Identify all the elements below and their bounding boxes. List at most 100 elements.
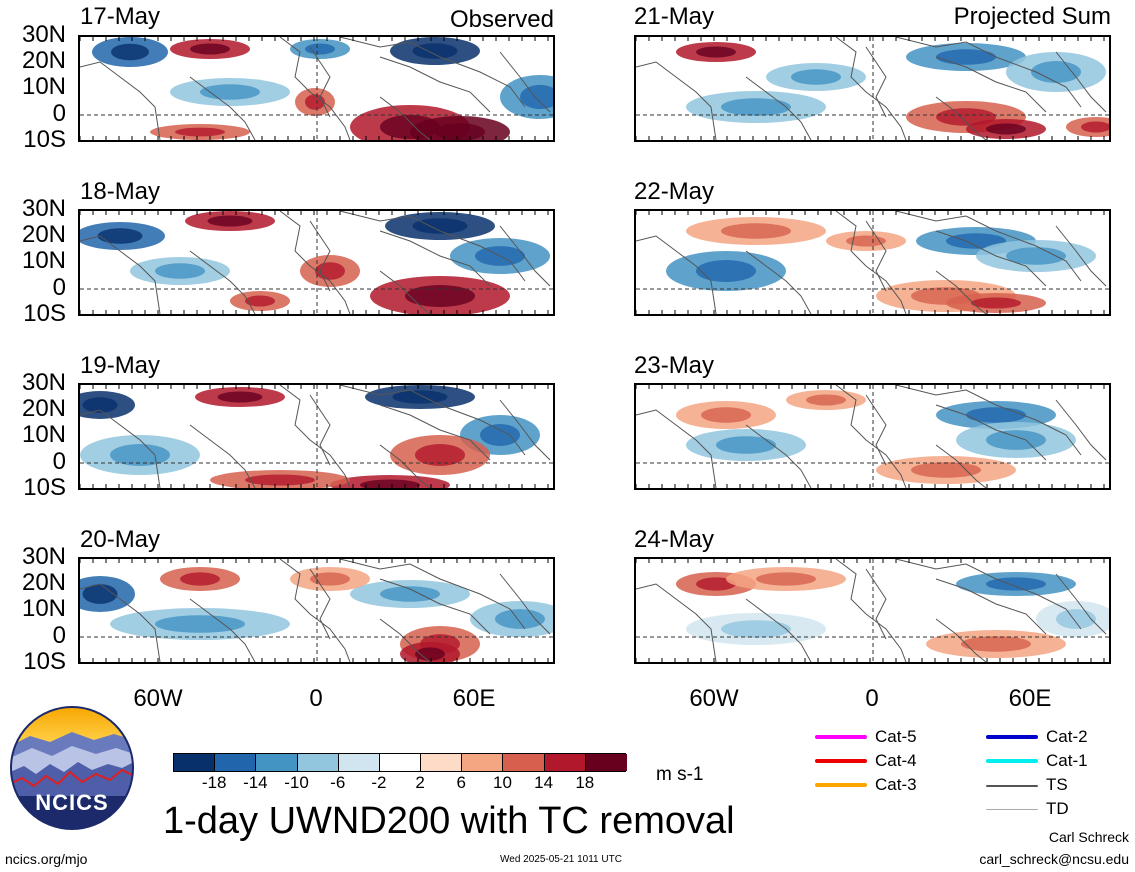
wind-anomaly-core — [721, 620, 791, 638]
coastline — [636, 235, 717, 314]
coastline — [379, 444, 431, 488]
panel-date-3: 19-May — [80, 352, 161, 379]
coastline — [309, 46, 331, 118]
map-panel-proj-3 — [634, 383, 1111, 490]
lat-label: 0 — [52, 100, 66, 127]
lat-label: 30N — [21, 369, 66, 396]
coastline — [745, 598, 812, 662]
wind-anomaly-core — [155, 263, 205, 279]
coastline — [1055, 51, 1107, 113]
coastline — [309, 568, 331, 640]
panel-date-2: 18-May — [80, 178, 161, 205]
coastline — [835, 211, 907, 314]
colorbar-swatch — [379, 754, 422, 771]
coastline — [935, 270, 987, 314]
wind-anomaly-core — [155, 615, 245, 633]
wind-anomaly-core — [936, 49, 996, 65]
colorbar-tick-label: 2 — [415, 773, 425, 792]
coastline — [835, 559, 907, 662]
coastline — [339, 211, 526, 282]
lat-label: 30N — [21, 21, 66, 48]
wind-anomaly-core — [97, 228, 143, 244]
coastline — [1055, 573, 1107, 635]
lat-label: 10S — [23, 648, 66, 675]
wind-anomaly-core — [435, 123, 485, 140]
wind-anomaly-core — [305, 43, 335, 55]
wind-anomaly-core — [82, 397, 118, 413]
wind-anomaly-core — [111, 43, 149, 61]
wind-anomaly-core — [415, 647, 445, 661]
lat-label: 10N — [21, 247, 66, 274]
wind-anomaly-core — [415, 444, 465, 466]
wind-anomaly-core — [696, 577, 736, 591]
coastline — [80, 61, 161, 140]
coastline — [745, 76, 812, 140]
tc-legend-label: TS — [1046, 775, 1068, 794]
logo-text: NCICS — [35, 790, 109, 815]
coastline — [379, 230, 491, 287]
coastline — [339, 37, 526, 108]
tc-legend-label: Cat-3 — [875, 775, 917, 794]
wind-anomaly-core — [392, 390, 448, 404]
wind-anomaly-core — [405, 285, 475, 307]
lat-label: 0 — [52, 274, 66, 301]
colorbar-swatch — [297, 754, 339, 771]
map-panel-obs-1 — [78, 35, 555, 142]
coastline — [745, 424, 812, 488]
coastline — [279, 37, 351, 140]
colorbar-units: m s-1 — [656, 764, 704, 785]
wind-anomaly-core — [701, 407, 751, 423]
coastline — [379, 56, 491, 113]
coastline — [865, 46, 887, 118]
tc-legend-line — [986, 809, 1038, 810]
wind-anomaly-core — [245, 295, 275, 307]
lat-label: 20N — [21, 47, 66, 74]
wind-anomaly-core — [961, 636, 1031, 652]
coastline — [499, 225, 551, 287]
panel-date-1: 17-May — [80, 3, 161, 30]
coastline — [636, 583, 717, 662]
colorbar-tick-label: -18 — [201, 773, 227, 792]
coastline — [636, 409, 717, 488]
coastline — [309, 394, 331, 466]
colorbar-swatch — [215, 754, 257, 771]
colorbar-tick-label: -14 — [243, 773, 268, 792]
panel-date-8: 24-May — [634, 526, 715, 553]
ncics-logo: NCICS — [10, 706, 134, 830]
lat-label: 20N — [21, 221, 66, 248]
colorbar-swatch — [503, 754, 545, 771]
wind-anomaly-core — [190, 43, 230, 55]
wind-anomaly-core — [971, 297, 1021, 309]
coastline — [935, 230, 1047, 287]
coastline — [80, 235, 161, 314]
wind-anomaly-core — [1056, 609, 1096, 629]
coastline — [865, 568, 887, 640]
lat-label: 20N — [21, 395, 66, 422]
wind-anomaly-core — [806, 394, 846, 406]
wind-anomaly-core — [986, 577, 1046, 591]
coastline — [895, 385, 1082, 456]
map-panel-proj-4 — [634, 557, 1111, 664]
coastline — [935, 618, 987, 662]
coastline — [379, 96, 431, 140]
lon-label-0-right: 0 — [865, 685, 879, 712]
coastline — [745, 250, 812, 314]
colorbar-swatch — [585, 754, 627, 771]
tc-legend-label: Cat-2 — [1046, 727, 1088, 746]
wind-anomaly-core — [495, 609, 545, 629]
plot-title: 1-day UWND200 with TC removal — [163, 800, 735, 842]
lat-label: 10S — [23, 300, 66, 327]
tc-legend-line — [815, 759, 867, 763]
observed-label: Observed — [449, 6, 554, 33]
colorbar-swatch — [462, 754, 504, 771]
coastline — [339, 385, 526, 456]
panel-date-4: 20-May — [80, 526, 161, 553]
wind-anomaly-core — [207, 215, 253, 227]
wind-anomaly-core — [756, 572, 816, 586]
coastline — [895, 559, 1082, 630]
wind-anomaly-core — [180, 572, 220, 586]
lon-label-60e-right: 60E — [1008, 685, 1052, 712]
lon-label-60e-left: 60E — [452, 685, 496, 712]
wind-anomaly-core — [175, 127, 225, 137]
coastline — [935, 578, 1047, 635]
